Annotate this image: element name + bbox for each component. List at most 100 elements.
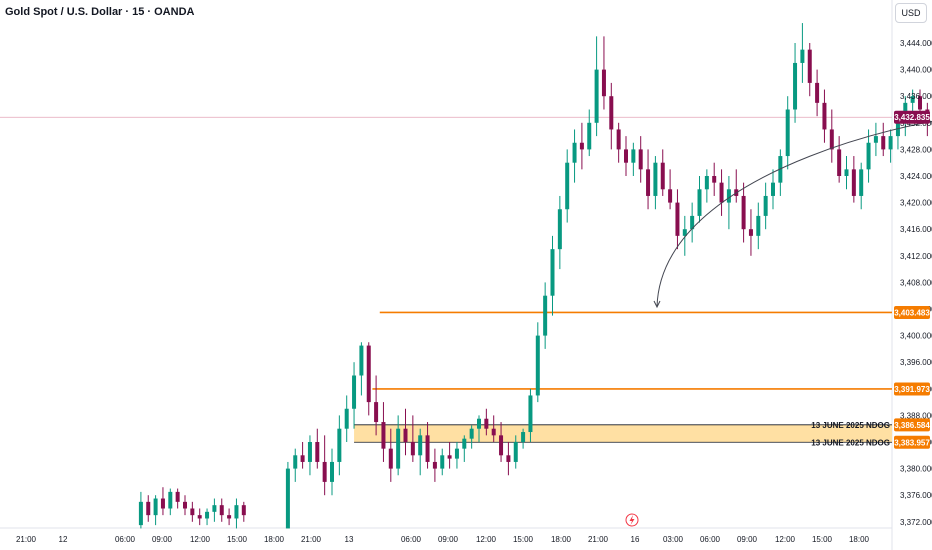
candle-body — [550, 249, 555, 296]
candle — [609, 82, 614, 150]
candle — [381, 402, 386, 462]
candle — [440, 448, 445, 476]
candle — [785, 96, 790, 170]
y-tick-label: 3,376.000 — [900, 491, 932, 500]
candle-body — [756, 215, 761, 236]
y-tick-label: 3,400.000 — [900, 332, 932, 341]
candle-body — [859, 169, 864, 196]
x-tick-label: 21:00 — [588, 535, 609, 544]
candle-body — [690, 215, 695, 230]
candle — [697, 176, 702, 223]
candle-body — [807, 49, 812, 83]
candle — [506, 442, 511, 476]
currency-button[interactable]: USD — [895, 3, 927, 23]
candle-body — [212, 505, 217, 512]
candle-body — [771, 182, 775, 196]
candle-body — [432, 461, 437, 469]
candle — [557, 195, 562, 270]
candle — [447, 442, 452, 469]
candle-body — [153, 498, 158, 516]
candle — [212, 498, 217, 522]
candle — [638, 136, 643, 183]
candle-body — [205, 511, 210, 519]
candle-body — [175, 491, 180, 502]
candle-body — [653, 162, 658, 196]
candle-body — [881, 136, 886, 150]
candle-body — [425, 435, 430, 462]
candle — [829, 109, 834, 163]
candle — [712, 162, 717, 196]
candle-body — [675, 202, 680, 236]
current-price-badge — [894, 110, 930, 124]
candle — [477, 415, 481, 442]
candle — [366, 342, 371, 416]
y-tick-label: 3,424.000 — [900, 172, 932, 181]
candle-body — [631, 149, 636, 163]
candle — [859, 162, 864, 210]
candle — [550, 235, 555, 316]
x-tick-label: 18:00 — [264, 535, 285, 544]
candle — [616, 122, 621, 163]
ndog-zone — [354, 424, 892, 443]
x-tick-label: 21:00 — [16, 535, 37, 544]
candle — [315, 428, 320, 469]
y-tick-label: 3,420.000 — [900, 199, 932, 208]
candle — [293, 448, 298, 482]
level-badge-1 — [894, 305, 930, 319]
y-tick-label: 3,416.000 — [900, 225, 932, 234]
candle-body — [719, 182, 724, 203]
candle-body — [190, 508, 195, 516]
candle — [499, 422, 504, 462]
candle-body — [815, 82, 820, 103]
candle-body — [748, 229, 753, 236]
candle — [881, 122, 886, 157]
candle — [741, 182, 746, 243]
candle — [374, 375, 379, 436]
candle-body — [594, 69, 599, 123]
candle — [396, 415, 401, 476]
x-tick-label: 13 — [345, 535, 354, 544]
candle-body — [579, 142, 584, 150]
candle-body — [359, 345, 364, 376]
x-tick-label: 21:00 — [301, 535, 322, 544]
candle — [873, 122, 878, 157]
level-lines-layer — [0, 116, 892, 390]
candle-body — [741, 195, 746, 230]
candle — [197, 508, 202, 526]
candle — [726, 176, 731, 230]
candle — [631, 142, 636, 176]
candle — [844, 156, 849, 190]
candle-body — [219, 505, 224, 516]
ndog-zone-layer: 13 JUNE 2025 NDOG 13 JUNE 2025 NDOG — [354, 421, 892, 447]
candle — [748, 209, 753, 256]
x-tick-label: 03:00 — [663, 535, 684, 544]
candle — [190, 501, 195, 522]
candle — [587, 109, 592, 157]
candle-body — [624, 149, 628, 163]
candle-body — [851, 169, 856, 196]
candle-body — [895, 122, 900, 137]
candle — [653, 156, 658, 210]
time-axis[interactable]: 21:00 12 06:00 09:00 12:00 15:00 18:00 21:00 13 0… — [16, 535, 870, 544]
candle — [675, 189, 680, 250]
candle — [410, 415, 415, 462]
candle — [344, 395, 349, 442]
candle — [543, 282, 548, 349]
candle — [153, 495, 158, 526]
candle — [771, 169, 775, 210]
candle-body — [873, 136, 878, 143]
lightning-icon[interactable] — [625, 513, 639, 527]
candle — [822, 89, 827, 143]
level-badge-2 — [894, 382, 930, 396]
candle — [800, 23, 805, 83]
candle — [337, 415, 342, 476]
candle-body — [726, 189, 731, 203]
y-tick-label: 3,444.000 — [900, 39, 932, 48]
projection-arrow-head — [653, 300, 661, 309]
candle-body — [572, 142, 577, 163]
candle-body — [837, 149, 842, 176]
candle — [454, 442, 459, 469]
candle-body — [660, 162, 665, 190]
candle — [756, 202, 761, 250]
